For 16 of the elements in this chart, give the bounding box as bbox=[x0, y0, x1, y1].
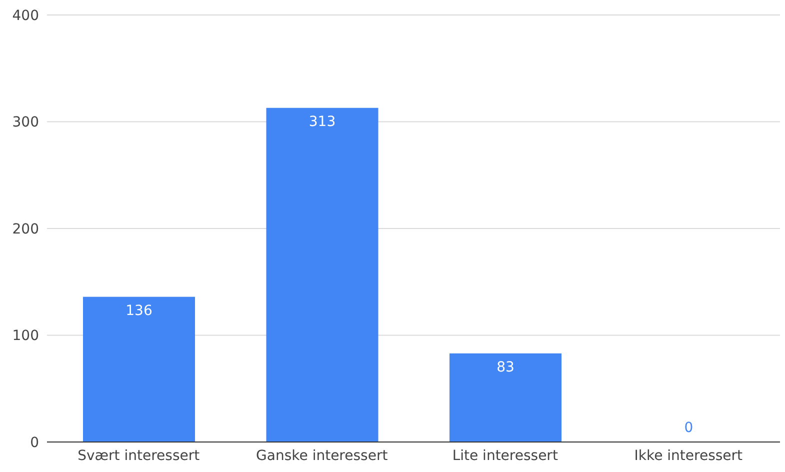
bar bbox=[450, 353, 562, 442]
data-label: 313 bbox=[308, 114, 336, 130]
bar bbox=[266, 108, 378, 442]
bar bbox=[83, 296, 195, 442]
data-label: 83 bbox=[496, 359, 514, 376]
y-tick-label: 200 bbox=[12, 221, 39, 238]
y-tick-label: 400 bbox=[12, 8, 39, 24]
x-tick-label: Svært interessert bbox=[78, 448, 200, 464]
data-label: 136 bbox=[126, 302, 152, 319]
x-tick-label: Ikke interessert bbox=[634, 448, 744, 464]
data-label: 0 bbox=[684, 420, 694, 436]
x-tick-label: Lite interessert bbox=[452, 448, 558, 464]
y-tick-label: 100 bbox=[12, 328, 39, 344]
y-tick-label: 0 bbox=[30, 434, 39, 451]
y-tick-label: 300 bbox=[12, 114, 39, 131]
x-tick-label: Ganske interessert bbox=[256, 448, 388, 464]
